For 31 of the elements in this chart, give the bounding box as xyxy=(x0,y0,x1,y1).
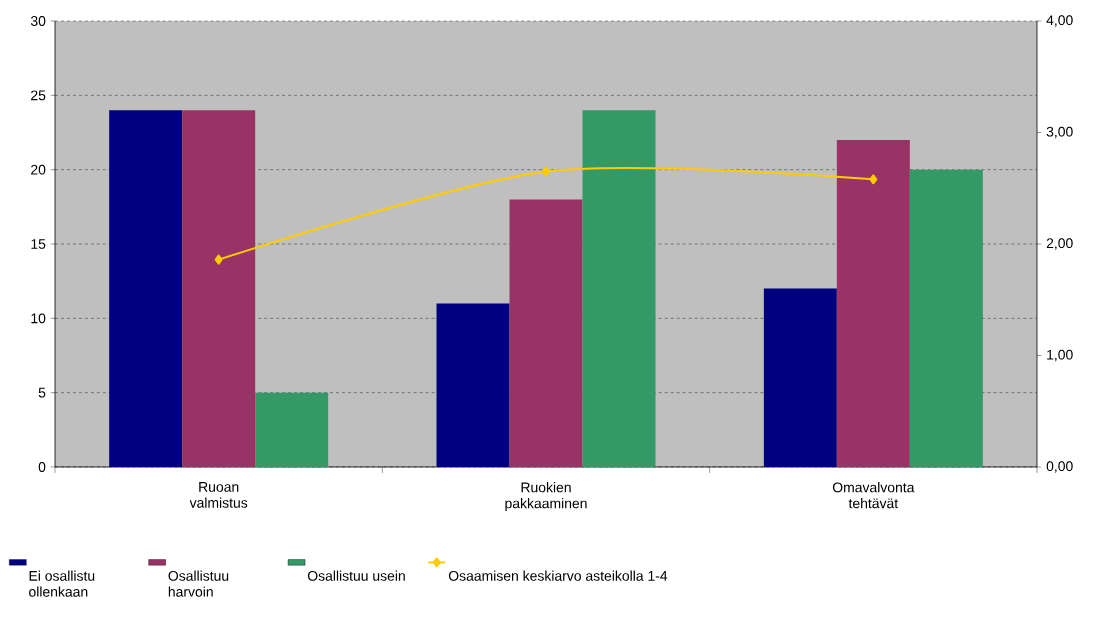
y2-tick-label: 2,00 xyxy=(1046,238,1073,250)
y-tick-label: 15 xyxy=(31,239,46,249)
y-tick-label: 0 xyxy=(38,462,46,472)
legend-label: Osaamisen keskiarvo asteikolla 1-4 xyxy=(448,570,668,581)
point xyxy=(869,174,878,185)
legend-label: Ei osallistu ollenkaan xyxy=(29,570,95,597)
point xyxy=(214,254,223,265)
y-tick-label: 25 xyxy=(31,90,46,101)
y-tick-label: 10 xyxy=(31,313,46,324)
bar xyxy=(909,169,983,467)
bar xyxy=(836,139,910,467)
y2-tick-label: 3,00 xyxy=(1046,126,1073,139)
y-tick-label: 30 xyxy=(30,16,46,26)
bar xyxy=(763,288,837,467)
y2-tick-label: 4,00 xyxy=(1046,15,1073,27)
bar xyxy=(509,199,583,467)
point xyxy=(542,166,550,177)
legend-label: Osallistuu harvoin xyxy=(168,570,229,597)
y-tick-label: 20 xyxy=(31,164,46,175)
y2-tick-label: 1,00 xyxy=(1047,349,1073,362)
x-tick-label: Ruoan valmistus xyxy=(189,482,248,508)
y2-tick-label: 0,00 xyxy=(1046,461,1073,473)
y-tick-label: 5 xyxy=(38,387,46,398)
legend-label: Osallistuu usein xyxy=(307,570,405,581)
bar xyxy=(582,110,656,467)
x-tick-label: Ruokien pakkaaminen xyxy=(505,482,587,512)
x-tick-label: Omavalvonta tehtävät xyxy=(832,482,915,509)
bar xyxy=(109,110,183,467)
bar xyxy=(436,303,510,467)
bar xyxy=(182,110,256,467)
bar xyxy=(255,392,329,467)
